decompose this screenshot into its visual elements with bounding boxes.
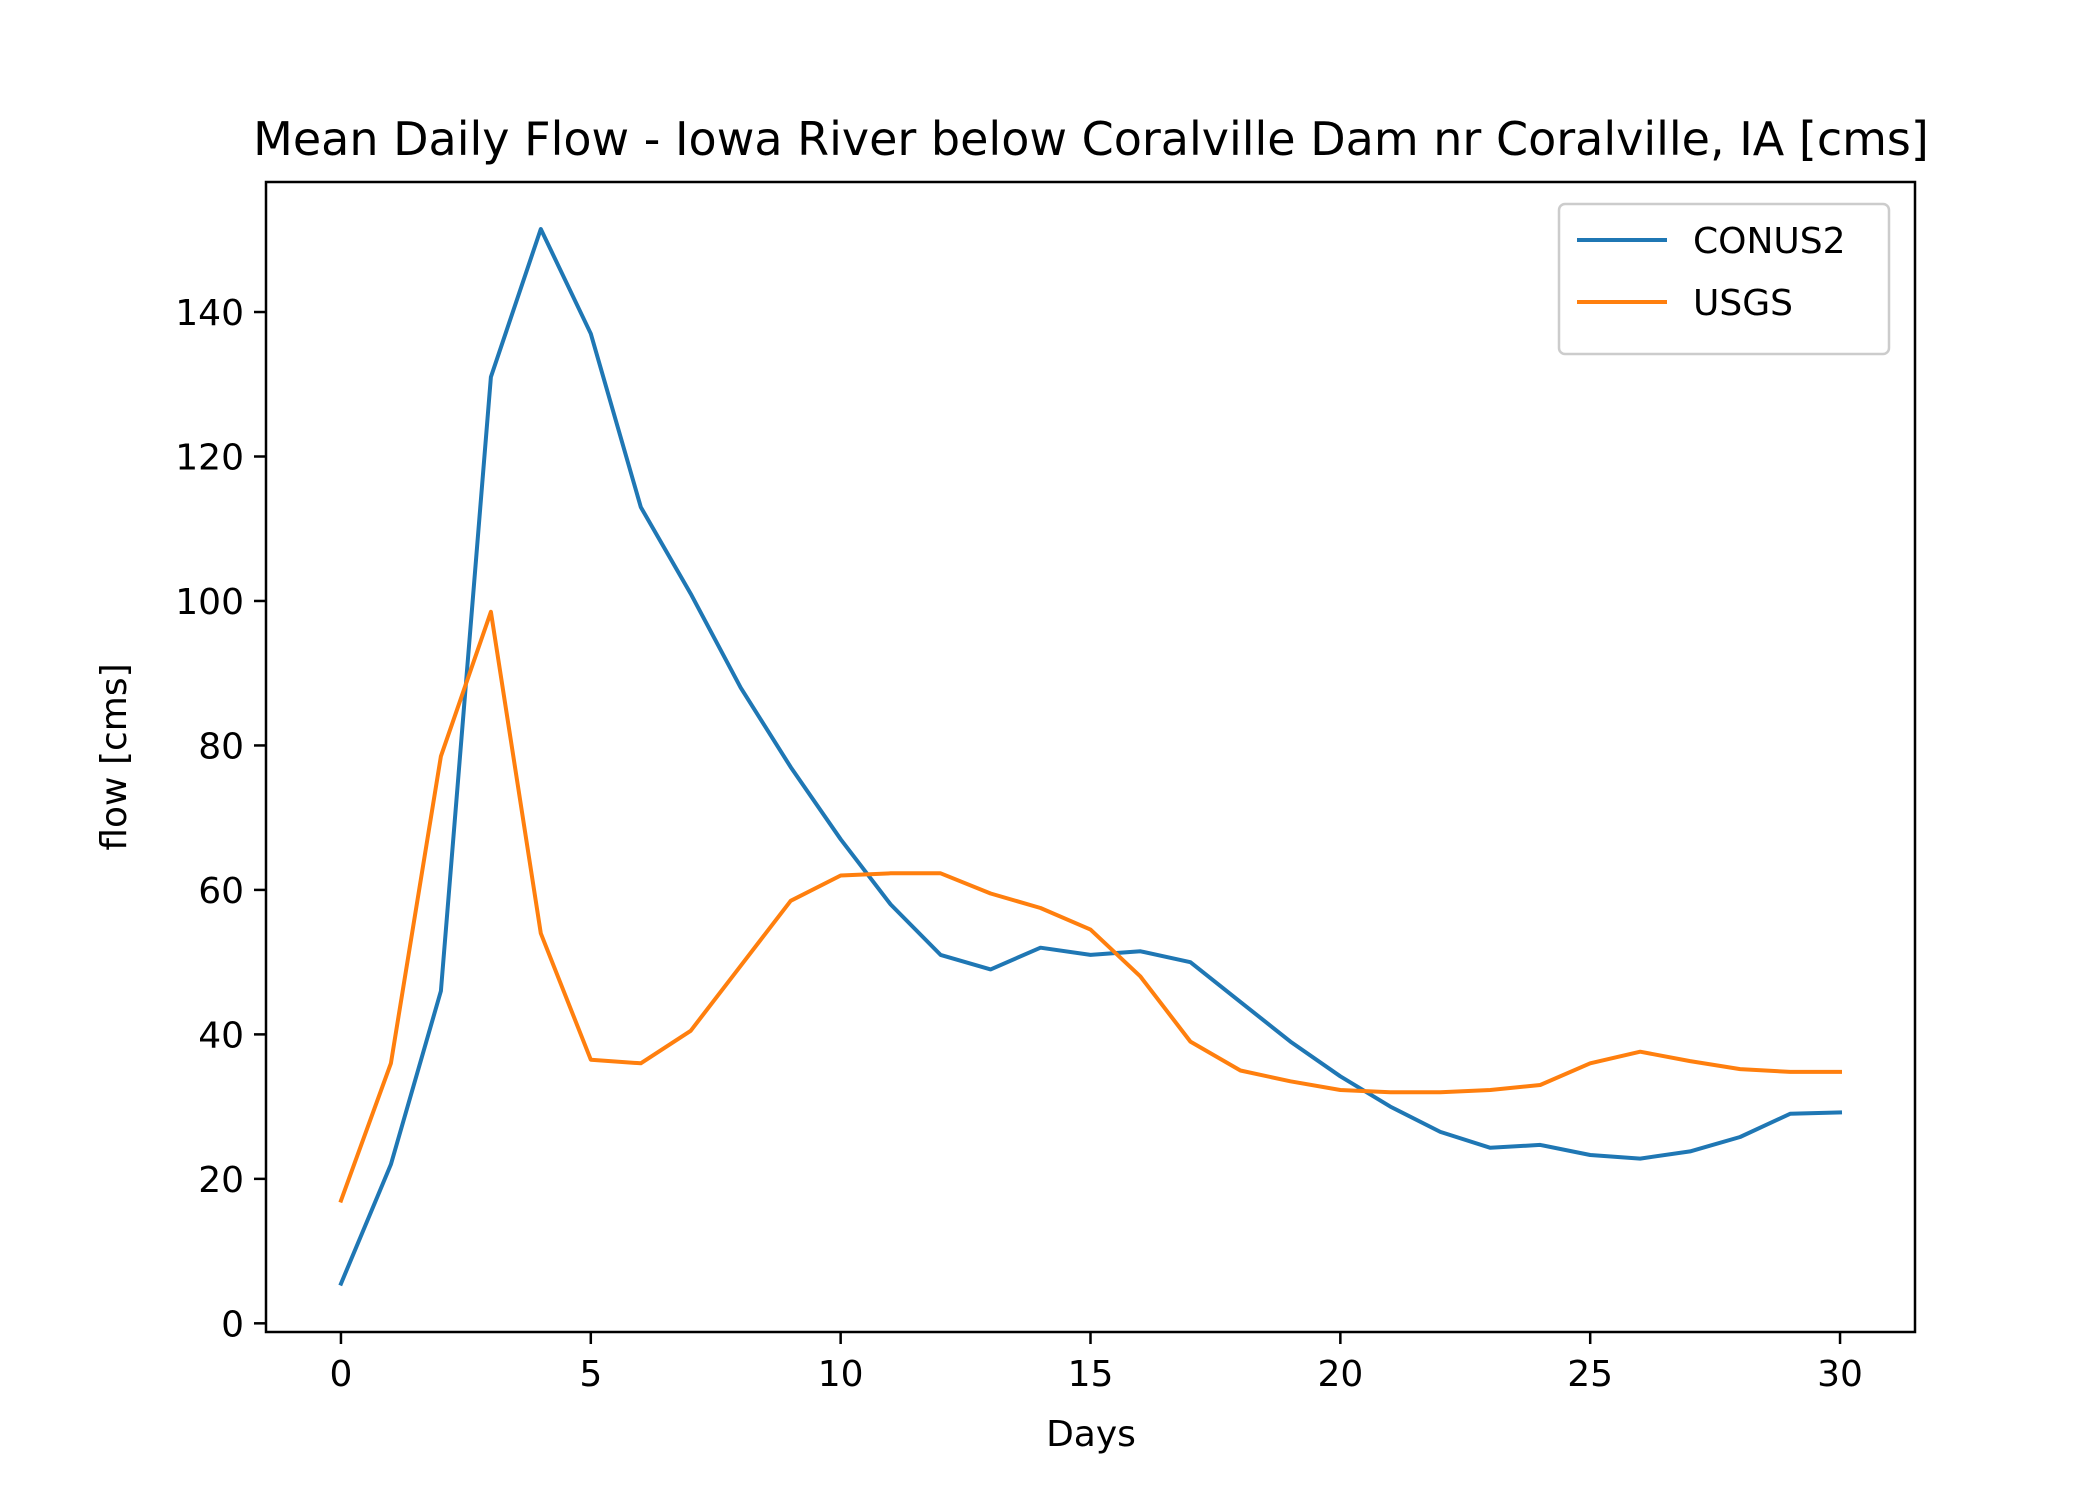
x-tick-label: 15 <box>1068 1354 1114 1395</box>
legend: CONUS2 USGS <box>1557 202 1891 356</box>
x-tick-label: 30 <box>1817 1354 1863 1395</box>
y-axis: 0 20 40 60 80 100 120 140 <box>175 293 266 1345</box>
y-tick-label: 20 <box>198 1160 244 1201</box>
series-layer <box>338 227 1843 1287</box>
x-axis: 0 5 10 15 20 25 30 <box>330 1332 1863 1395</box>
series-line-conus2 <box>338 227 1843 1287</box>
x-tick-label: 10 <box>818 1354 864 1395</box>
y-tick-label: 140 <box>175 293 244 334</box>
y-tick-label: 100 <box>175 582 244 623</box>
x-tick-label: 20 <box>1317 1354 1363 1395</box>
y-tick-label: 60 <box>198 871 244 912</box>
y-tick-label: 80 <box>198 726 244 767</box>
legend-label-usgs: USGS <box>1693 283 1793 324</box>
y-tick-label: 120 <box>175 437 244 478</box>
x-axis-label: Days <box>1046 1414 1136 1455</box>
series-line-usgs <box>338 609 1842 1204</box>
y-tick-label: 40 <box>198 1015 244 1056</box>
x-tick-label: 5 <box>579 1354 602 1395</box>
x-tick-label: 25 <box>1567 1354 1613 1395</box>
legend-label-conus2: CONUS2 <box>1693 221 1846 262</box>
chart-title: Mean Daily Flow - Iowa River below Coral… <box>253 112 1929 166</box>
x-tick-label: 0 <box>330 1354 353 1395</box>
y-axis-label: flow [cms] <box>94 663 135 850</box>
y-tick-label: 0 <box>221 1304 244 1345</box>
